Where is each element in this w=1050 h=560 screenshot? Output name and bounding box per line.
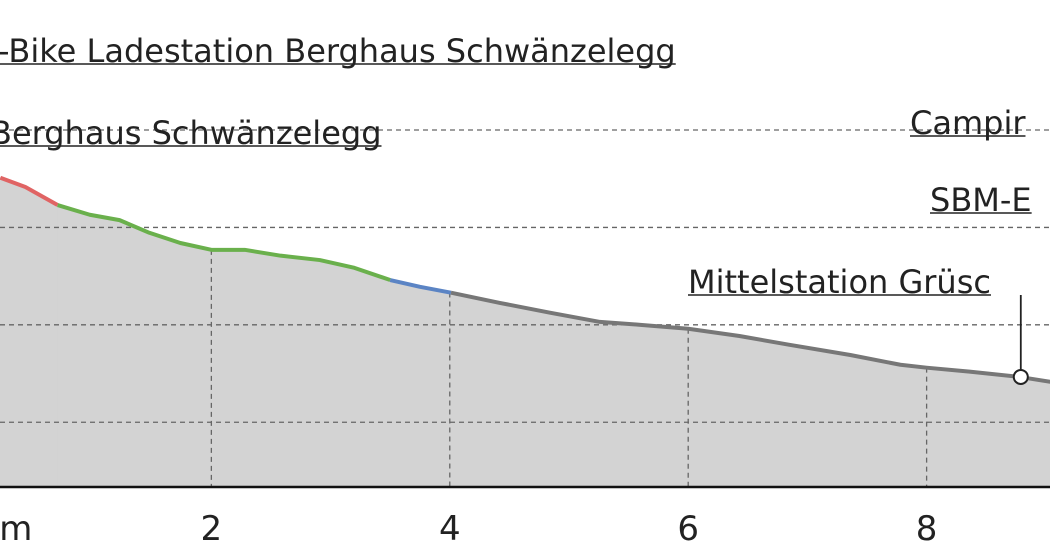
elevation-area xyxy=(0,177,59,488)
x-tick-label: 8 xyxy=(916,509,938,549)
x-tick-label: 4 xyxy=(439,509,461,549)
waypoint-marker xyxy=(1012,368,1029,385)
elevation-line xyxy=(0,175,59,207)
elevation-area xyxy=(57,204,391,488)
elevation-line xyxy=(389,278,452,295)
x-tick-label: 6 xyxy=(677,509,699,549)
elevation-area xyxy=(389,279,452,488)
x-tick-label: 2 xyxy=(201,509,223,549)
elevation-area xyxy=(450,292,1050,488)
elevation-line xyxy=(450,290,1050,384)
elevation-line xyxy=(56,203,391,282)
x-tick-label: km xyxy=(0,509,32,549)
